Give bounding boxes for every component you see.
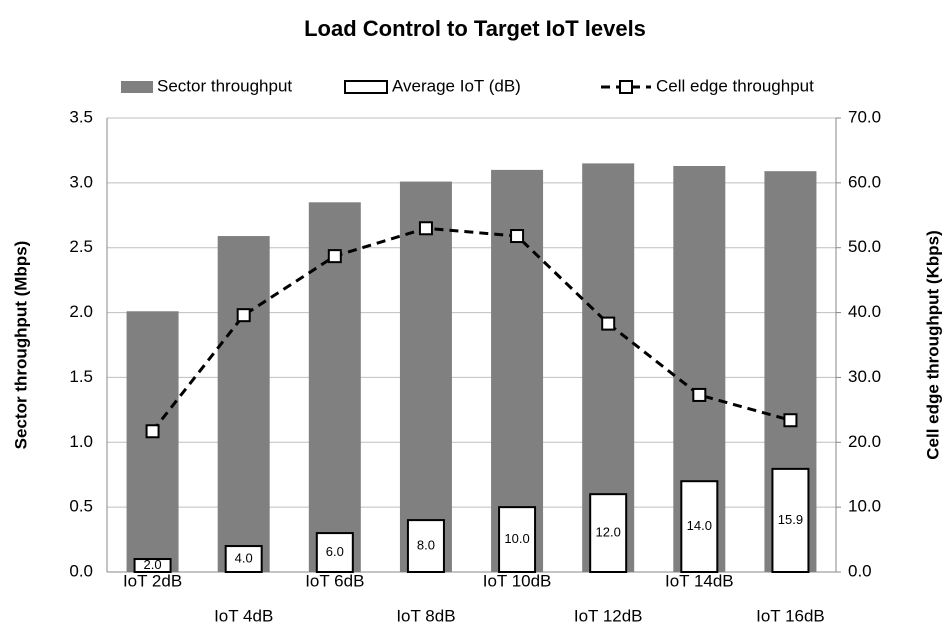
value-label: 14.0 — [687, 518, 712, 533]
bar — [315, 532, 354, 573]
y-tick-label: 0.0 — [69, 561, 93, 580]
y2-tick-label: 60.0 — [848, 172, 881, 191]
legend-label: Average IoT (dB) — [392, 76, 521, 95]
x-tick-label: IoT 12dB — [574, 606, 643, 625]
y2-tick-label: 10.0 — [848, 497, 881, 516]
x-tick-label: IoT 10dB — [483, 571, 552, 590]
value-label: 2.0 — [144, 557, 162, 572]
bar — [217, 236, 270, 573]
y-tick-label: 3.0 — [69, 172, 93, 191]
y2-axis-title: Cell edge throughput (Kbps) — [923, 230, 942, 459]
value-label: 6.0 — [326, 544, 344, 559]
value-label: 15.9 — [778, 512, 803, 527]
bar — [126, 311, 179, 572]
y-tick-label: 1.5 — [69, 367, 93, 386]
y2-tick-label: 0.0 — [848, 561, 872, 580]
bar — [224, 545, 263, 573]
y2-tick-label: 70.0 — [848, 107, 881, 126]
marker — [236, 308, 251, 323]
bar — [133, 558, 172, 573]
legend-label: Sector throughput — [157, 76, 292, 95]
y-tick-label: 2.5 — [69, 237, 93, 256]
marker — [510, 229, 525, 244]
bar — [406, 519, 445, 573]
x-tick-label: IoT 2dB — [123, 571, 182, 590]
bar — [498, 506, 537, 573]
x-tick-label: IoT 14dB — [665, 571, 734, 590]
y2-tick-label: 30.0 — [848, 367, 881, 386]
y-tick-label: 0.5 — [69, 497, 93, 516]
marker — [145, 424, 160, 439]
bar — [680, 480, 719, 574]
marker — [327, 249, 342, 264]
marker — [783, 413, 798, 428]
legend-swatch — [121, 81, 153, 93]
bar — [589, 493, 628, 573]
y-tick-label: 3.5 — [69, 107, 93, 126]
y2-tick-label: 50.0 — [848, 237, 881, 256]
y-axis-title: Sector throughput (Mbps) — [11, 241, 30, 450]
y2-tick-label: 20.0 — [848, 432, 881, 451]
legend-swatch — [344, 80, 388, 94]
x-tick-label: IoT 6dB — [305, 571, 364, 590]
marker — [601, 316, 616, 331]
bar — [308, 202, 361, 573]
bar — [399, 181, 452, 572]
legend-label: Cell edge throughput — [656, 76, 814, 95]
x-tick-label: IoT 4dB — [214, 606, 273, 625]
value-label: 10.0 — [504, 531, 529, 546]
bar — [771, 467, 810, 573]
value-label: 8.0 — [417, 537, 435, 552]
x-tick-label: IoT 16dB — [756, 606, 825, 625]
chart-title: Load Control to Target IoT levels — [304, 16, 646, 41]
marker — [692, 387, 707, 402]
y-tick-label: 2.0 — [69, 302, 93, 321]
value-label: 12.0 — [596, 525, 621, 540]
legend-marker — [619, 80, 633, 94]
y2-tick-label: 40.0 — [848, 302, 881, 321]
value-label: 4.0 — [235, 550, 253, 565]
line — [151, 226, 791, 433]
marker — [418, 221, 433, 236]
y-tick-label: 1.0 — [69, 432, 93, 451]
x-tick-label: IoT 8dB — [396, 606, 455, 625]
